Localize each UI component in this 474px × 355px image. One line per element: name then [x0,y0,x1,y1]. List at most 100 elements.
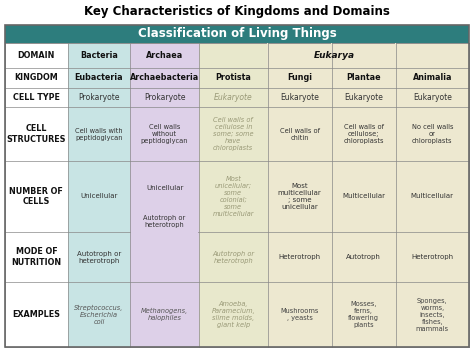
Bar [396,68,469,88]
Bar [332,108,396,161]
Text: Cell walls of
cellulose;
chloroplasts: Cell walls of cellulose; chloroplasts [344,124,384,144]
Text: Multicellular: Multicellular [411,193,454,200]
Bar [268,108,332,161]
Text: Prokaryote: Prokaryote [144,93,185,102]
Bar [396,161,469,232]
Bar [332,68,396,88]
Bar [395,43,396,68]
Text: Eukaryote: Eukaryote [413,93,452,102]
Bar [396,88,469,108]
Bar [396,282,469,347]
Bar [199,88,268,108]
Text: NUMBER OF
CELLS: NUMBER OF CELLS [9,187,63,206]
Bar [5,232,68,282]
Text: Classification of Living Things: Classification of Living Things [137,27,337,40]
Text: Sponges,
worms,
insects,
fishes,
mammals: Sponges, worms, insects, fishes, mammals [416,297,449,332]
Text: Archaebacteria: Archaebacteria [130,73,199,82]
Text: Cell walls of
cellulose in
some; some
have
chloroplasts: Cell walls of cellulose in some; some ha… [213,117,254,151]
Text: Eukaryote: Eukaryote [214,93,253,102]
Bar [68,88,130,108]
Bar [332,232,396,282]
Bar [68,68,130,88]
Bar [332,88,396,108]
Bar [68,232,130,282]
Bar [199,161,268,232]
Bar [396,232,469,282]
Text: Unicellular: Unicellular [80,193,118,200]
Text: MODE OF
NUTRITION: MODE OF NUTRITION [11,247,61,267]
Text: Eukaryote: Eukaryote [344,93,383,102]
Bar [130,68,199,88]
Bar [396,108,469,161]
Bar [5,161,68,232]
Text: Amoeba,
Paramecium,
slime molds,
giant kelp: Amoeba, Paramecium, slime molds, giant k… [211,301,255,328]
Bar [332,43,396,68]
Bar [5,282,68,347]
Text: Mushrooms
, yeasts: Mushrooms , yeasts [281,308,319,321]
Text: Mosses,
ferns,
flowering
plants: Mosses, ferns, flowering plants [348,301,379,328]
Text: DOMAIN: DOMAIN [18,51,55,60]
Bar [68,108,130,161]
Bar [5,25,469,43]
Bar [268,232,332,282]
Text: KINGDOM: KINGDOM [14,73,58,82]
Bar [5,68,68,88]
Bar [267,43,268,68]
Text: Key Characteristics of Kingdoms and Domains: Key Characteristics of Kingdoms and Doma… [84,5,390,17]
Bar [130,43,199,68]
Text: Prokaryote: Prokaryote [78,93,120,102]
Text: Multicellular: Multicellular [342,193,385,200]
Text: Autotroph or
heterotroph: Autotroph or heterotroph [77,251,121,264]
Text: Plantae: Plantae [346,73,381,82]
Text: Most
multicellular
; some
unicellular: Most multicellular ; some unicellular [278,183,321,210]
Text: Cell walls with
peptidoglycan: Cell walls with peptidoglycan [75,127,123,141]
Bar [5,108,68,161]
Bar [268,68,332,88]
Bar [332,282,396,347]
Bar [268,88,332,108]
Text: Autotroph or
heterotroph: Autotroph or heterotroph [144,215,186,228]
Bar [268,161,332,232]
Bar [68,161,130,232]
Text: Animalia: Animalia [412,73,452,82]
Text: Autotroph: Autotroph [346,254,381,260]
Bar [199,282,268,347]
Text: Methanogens,
halophiles: Methanogens, halophiles [141,308,188,321]
Bar [5,43,68,68]
Text: Streptococcus,
Escherichia
coli: Streptococcus, Escherichia coli [74,305,124,325]
Bar [199,68,268,88]
Text: Protista: Protista [215,73,251,82]
Text: EXAMPLES: EXAMPLES [12,310,60,319]
Text: Fungi: Fungi [287,73,312,82]
Text: Cell walls
without
peptidoglycan: Cell walls without peptidoglycan [141,124,188,144]
Text: Eukaryote: Eukaryote [280,93,319,102]
Text: No cell walls
or
chloroplasts: No cell walls or chloroplasts [411,124,453,144]
Bar [68,43,130,68]
Text: Eubacteria: Eubacteria [74,73,123,82]
Text: CELL TYPE: CELL TYPE [13,93,60,102]
Text: Unicellular: Unicellular [146,185,183,191]
Text: Bacteria: Bacteria [80,51,118,60]
Text: Eukarya: Eukarya [313,51,355,60]
Bar [268,43,332,68]
Bar [131,231,199,233]
Bar [130,232,199,282]
Bar [130,88,199,108]
Bar [332,161,396,232]
Bar [130,282,199,347]
Bar [130,161,199,232]
Bar [199,232,268,282]
Bar [268,282,332,347]
Text: Heterotroph: Heterotroph [411,254,454,260]
Bar [199,108,268,161]
Bar [331,43,332,68]
Bar [68,282,130,347]
Bar [396,43,469,68]
Text: Most
unicellular;
some
colonial;
some
multicellular: Most unicellular; some colonial; some mu… [212,176,254,217]
Text: Heterotroph: Heterotroph [279,254,321,260]
Bar [5,88,68,108]
Text: Cell walls of
chitin: Cell walls of chitin [280,127,319,141]
Bar [199,43,268,68]
Text: Autotroph or
heterotroph: Autotroph or heterotroph [212,251,255,264]
Text: Archaea: Archaea [146,51,183,60]
